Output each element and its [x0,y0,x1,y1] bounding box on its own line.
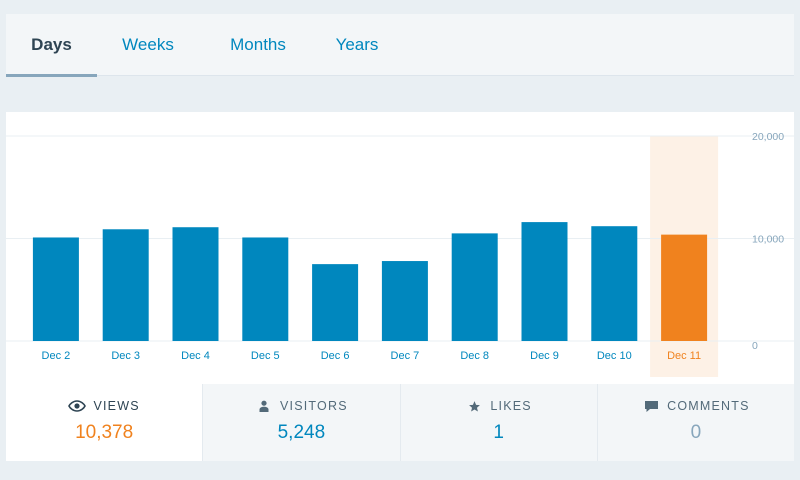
eye-icon [68,399,87,413]
comment-icon [642,399,660,413]
x-tick-label: Dec 2 [42,350,71,362]
bar[interactable] [102,229,149,341]
stat-label-comments: Comments [667,399,750,413]
x-tick-label: Dec 10 [597,350,632,362]
bar[interactable] [381,261,428,341]
stats-card: 0 10,000 20,000 Dec 2 Dec 3 Dec 4 Dec 5 Dec 6 De… [6,112,794,461]
x-tick-label: Dec 8 [460,350,489,362]
x-tick-label: Dec 6 [321,350,350,362]
stat-value-comments: 0 [690,422,702,443]
tab-days[interactable]: Days [6,14,97,77]
period-tab-bar: Days Weeks Months Years [6,14,794,77]
y-tick-label: 20,000 [752,131,784,143]
stat-tab-likes[interactable]: Likes 1 [399,384,597,461]
x-tick-label: Dec 11 [667,350,701,362]
stat-tab-visitors[interactable]: Visitors 5,248 [202,384,400,461]
stat-label-visitors: Visitors [280,399,348,413]
bar[interactable] [661,234,708,341]
tab-years[interactable]: Years [335,35,379,54]
x-tick-label: Dec 3 [111,350,140,362]
stat-label-views: Views [93,399,140,413]
y-tick-label: 10,000 [752,234,784,246]
tab-months[interactable]: Months [230,35,286,54]
stat-tabs: Views 10,378 Visitors 5,248 Likes 1 [6,384,794,461]
x-tick-label: Dec 4 [181,350,210,362]
person-icon [255,399,273,413]
x-tick-label: Dec 5 [251,350,280,362]
x-tick-label: Dec 9 [530,350,559,362]
star-icon [465,399,483,413]
bar[interactable] [521,222,568,341]
stat-value-visitors: 5,248 [277,422,326,443]
stat-tab-views[interactable]: Views 10,378 [6,384,203,461]
bar[interactable] [591,226,638,341]
stat-label-likes: Likes [490,399,532,413]
chart-canvas: 0 10,000 20,000 Dec 2 Dec 3 Dec 4 Dec 5 Dec 6 De… [6,131,794,377]
bar[interactable] [172,227,219,341]
tab-weeks[interactable]: Weeks [122,35,174,54]
stat-value-likes: 1 [493,422,504,443]
stat-tab-comments[interactable]: Comments 0 [596,384,794,461]
y-tick-label: 0 [752,340,758,352]
views-bar-chart: 0 10,000 20,000 Dec 2 Dec 3 Dec 4 Dec 5 Dec 6 De… [6,112,794,382]
stat-value-views: 10,378 [75,422,134,443]
bar[interactable] [32,237,79,341]
bar[interactable] [312,264,359,341]
x-tick-label: Dec 7 [391,350,420,362]
bar[interactable] [451,233,498,341]
bar[interactable] [242,237,289,341]
